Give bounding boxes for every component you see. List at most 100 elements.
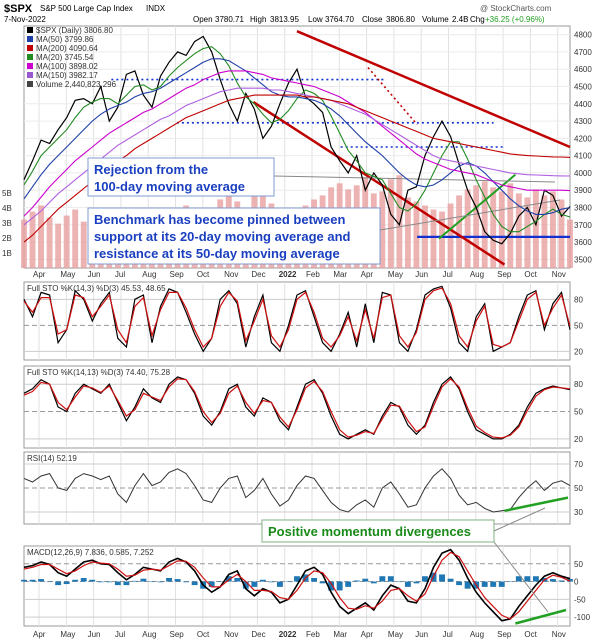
- high-label: High: [250, 15, 266, 24]
- close-value: 3806.80: [386, 15, 415, 24]
- macd-histogram-bar: [507, 581, 514, 583]
- price-series-2: [23, 58, 571, 215]
- momentum-connector-rsi: [493, 507, 546, 532]
- price-tick-label: 4800: [574, 31, 592, 40]
- x-tick-label-bottom: May: [60, 630, 75, 639]
- high-value: 3813.95: [270, 15, 299, 24]
- macd-histogram-bar: [532, 576, 539, 582]
- osc-tick-label: 80: [574, 380, 583, 389]
- macd-histogram-bar: [481, 581, 488, 587]
- legend-entry: MA(50) 3799.86: [36, 35, 94, 44]
- x-tick-label-top: Apr: [33, 270, 46, 279]
- volume-bar: [430, 209, 437, 268]
- volume-bar: [38, 205, 45, 268]
- volume-bar: [413, 201, 420, 268]
- x-tick-label-top: Jul: [115, 270, 125, 279]
- osc-tick-label: 50: [574, 560, 583, 569]
- legend-swatch: [27, 36, 33, 42]
- osc-tick-label: 70: [574, 460, 583, 469]
- macd-histogram-bar: [387, 576, 394, 582]
- rsi-divergence-line: [504, 496, 569, 513]
- watermark: @ StockCharts.com: [480, 4, 552, 13]
- macd-histogram-bar: [97, 581, 104, 583]
- price-tick-label: 4300: [574, 117, 592, 126]
- macd-histogram-bar: [413, 581, 420, 584]
- rejection-line-1: Rejection from the: [94, 162, 208, 177]
- macd-histogram-bar: [319, 581, 326, 584]
- x-tick-label-bottom: Sep: [170, 630, 185, 639]
- macd-histogram-bar: [166, 578, 172, 582]
- x-tick-label-top: Aug: [470, 270, 484, 279]
- rejection-annotation: Rejection from the 100-day moving averag…: [87, 157, 275, 197]
- macd-histogram-bar: [515, 576, 522, 582]
- macd-histogram-bar: [498, 581, 505, 587]
- sto1-series-0: [23, 285, 571, 353]
- price-series-4: [23, 87, 571, 226]
- volume-bar: [387, 179, 394, 268]
- chart-date: 7-Nov-2022: [4, 15, 46, 24]
- x-tick-label-top: Nov: [224, 270, 238, 279]
- volume-tick-label: 4B: [2, 204, 12, 213]
- legend-swatch: [27, 72, 33, 78]
- x-tick-label-bottom: Jul: [115, 630, 125, 639]
- volume-bar: [532, 189, 539, 268]
- volume-tick-label: 5B: [2, 189, 12, 198]
- macd-histogram-bar: [140, 578, 147, 582]
- x-tick-label-bottom: Nov: [552, 630, 566, 639]
- macd-histogram-bar: [251, 581, 258, 587]
- x-tick-label-top: Nov: [552, 270, 566, 279]
- macd-histogram-bar: [490, 581, 497, 587]
- x-tick-label-top: Jun: [415, 270, 428, 279]
- osc-tick-label: 50: [574, 408, 583, 417]
- x-tick-label-top: Sep: [497, 270, 512, 279]
- sto1-series-1: [23, 287, 571, 349]
- volume-bar: [63, 215, 70, 268]
- x-tick-label-top: Jun: [88, 270, 101, 279]
- change-value: +36.25 (+0.96%): [485, 15, 545, 24]
- macd-histogram-bar: [21, 579, 27, 582]
- volume-tick-label: 3B: [2, 219, 12, 228]
- osc-tick-label: 20: [574, 435, 583, 444]
- legend-swatch: [27, 63, 33, 69]
- macd-histogram-bar: [72, 579, 79, 582]
- price-tick-label: 4600: [574, 65, 592, 74]
- x-tick-label-bottom: Jun: [88, 630, 101, 639]
- price-tick-label: 3900: [574, 186, 592, 195]
- x-tick-label-top: Feb: [306, 270, 320, 279]
- macd-histogram-bar: [80, 578, 87, 582]
- macd-histogram-bar: [63, 581, 70, 585]
- x-tick-label-top: 2022: [279, 270, 297, 279]
- macd-histogram-bar: [89, 579, 96, 582]
- macd-histogram-bar: [422, 576, 428, 582]
- macd-histogram-bar: [157, 581, 164, 583]
- volume-value: 2.4B: [452, 15, 468, 24]
- rsi-line: [23, 468, 571, 513]
- panel-title-4: MACD(12,26,9) 7.836, 0.585, 7.252: [27, 548, 154, 557]
- ohlc-row: Open 3780.71 High 3813.95 Low 3764.70 Cl…: [193, 15, 545, 24]
- macd-series-0: [23, 548, 571, 622]
- x-tick-label-top: Jul: [443, 270, 453, 279]
- legend-entry: Volume 2,440,823,296: [36, 80, 117, 89]
- macd-histogram-bar: [242, 581, 249, 589]
- momentum-annotation: Positive momentum divergences: [261, 519, 495, 543]
- macd-histogram-bar: [114, 581, 121, 586]
- momentum-text: Positive momentum divergences: [268, 524, 471, 539]
- downtrend-lower-line: [252, 101, 506, 266]
- x-tick-label-top: Sep: [170, 270, 185, 279]
- price-tick-label: 3700: [574, 221, 592, 230]
- x-tick-label-bottom: Nov: [224, 630, 238, 639]
- volume-bar: [396, 175, 403, 268]
- volume-bar: [498, 191, 505, 268]
- x-tick-label-bottom: Jul: [443, 630, 453, 639]
- price-tick-label: 4000: [574, 169, 592, 178]
- open-value: 3780.71: [215, 15, 244, 24]
- macd-histogram-bar: [439, 574, 445, 582]
- macd-histogram-bar: [259, 579, 266, 582]
- macd-series-1: [23, 551, 571, 620]
- volume-bar: [490, 187, 497, 268]
- macd-histogram-bar: [549, 579, 556, 582]
- close-label: Close: [362, 15, 383, 24]
- volume-bar: [541, 195, 548, 268]
- price-series-0: [23, 35, 571, 245]
